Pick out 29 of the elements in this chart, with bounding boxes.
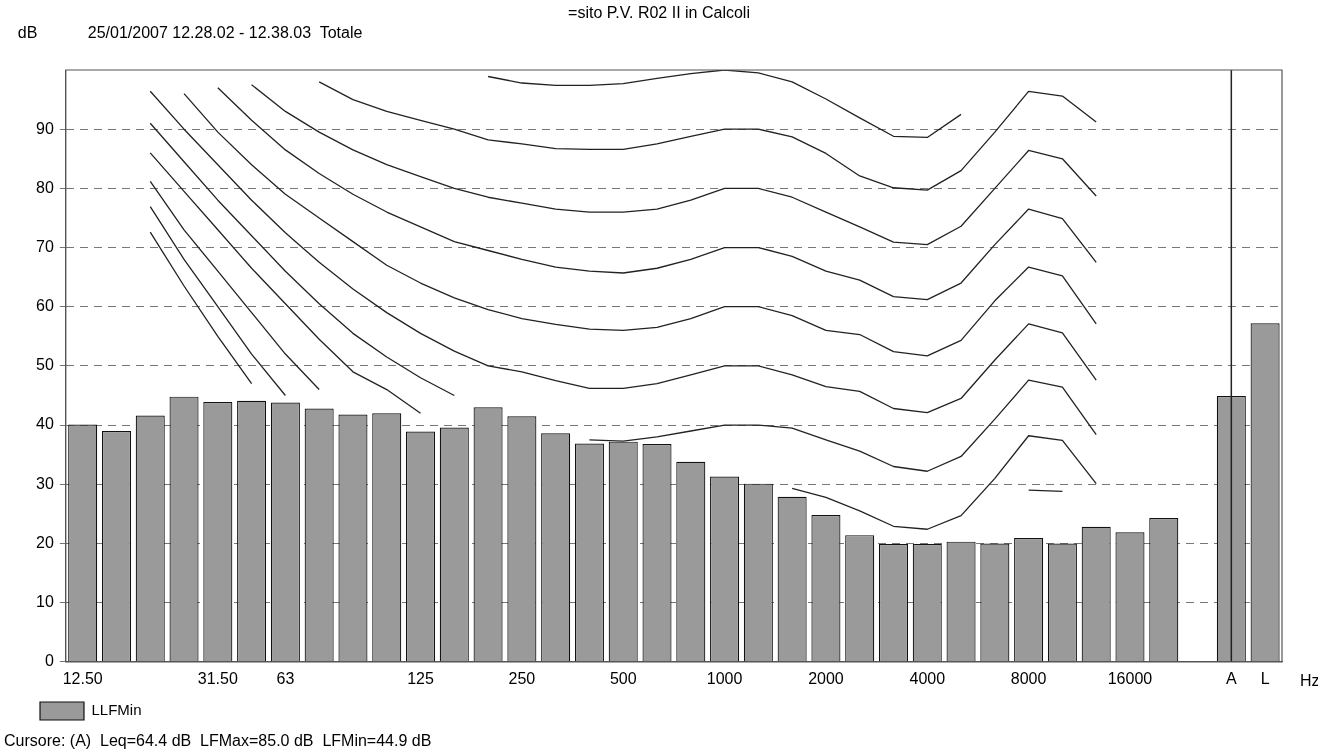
y-tick-label: 90 <box>36 119 54 137</box>
y-tick-label: 80 <box>36 178 54 196</box>
x-tick-label: 12.50 <box>62 669 103 687</box>
y-tick-label: 50 <box>36 356 54 374</box>
y-tick-label: 70 <box>36 237 54 255</box>
chart-title: =sito P.V. R02 II in Calcoli <box>568 4 750 22</box>
x-tick-label: 125 <box>407 669 434 687</box>
y-tick-label: 0 <box>44 652 54 670</box>
y-tick-label: 30 <box>36 474 54 492</box>
x-tick-label: 8000 <box>1010 669 1047 687</box>
x-tick-label: 63 <box>276 669 295 687</box>
x-tick-label: 500 <box>609 669 637 687</box>
x-tick-label: 1000 <box>706 669 743 687</box>
x-tick-label: A <box>1225 669 1237 687</box>
x-tick-label: L <box>1260 669 1270 687</box>
legend-label: LLFMin <box>91 701 142 719</box>
x-tick-label: 250 <box>508 669 536 687</box>
x-axis-title: Hz <box>1300 672 1318 690</box>
x-tick-label: 31.50 <box>197 669 238 687</box>
y-tick-label: 10 <box>36 593 54 611</box>
x-tick-label: 2000 <box>808 669 844 687</box>
x-tick-label: 16000 <box>1107 669 1153 687</box>
chart-subtitle: 25/01/2007 12.28.02 - 12.38.03 Totale <box>87 24 363 42</box>
y-tick-label: 40 <box>36 415 54 433</box>
x-tick-label: 4000 <box>909 669 946 687</box>
text: Cursore: (A) Leq=64.4 dB LFMax=85.0 dB LFMin=44.9 dB <box>4 732 432 750</box>
y-axis-title: dB <box>17 24 38 42</box>
y-tick-label: 60 <box>36 297 54 315</box>
y-tick-label: 20 <box>36 533 54 551</box>
